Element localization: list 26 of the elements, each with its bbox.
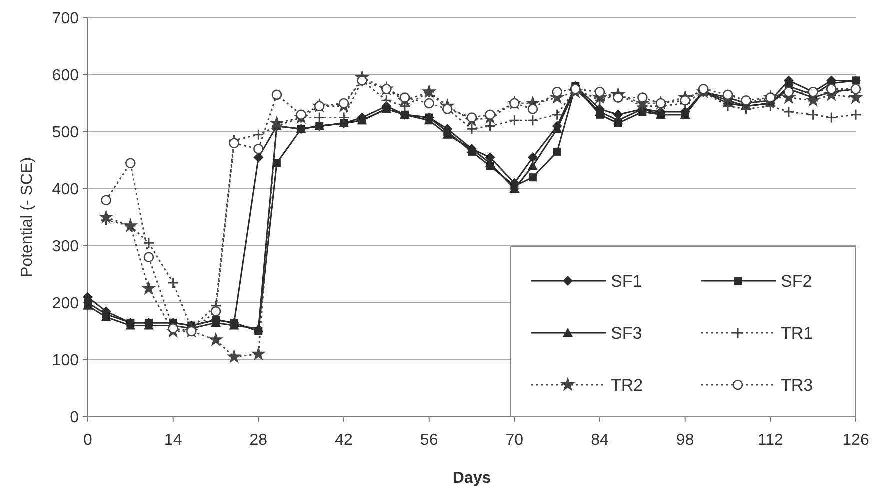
x-tick-label: 14 <box>164 432 182 449</box>
y-tick-label: 0 <box>70 410 80 427</box>
y-tick-label: 400 <box>52 182 80 199</box>
y-tick-label: 700 <box>52 10 80 28</box>
x-tick-label: 112 <box>758 432 784 449</box>
x-tick-label: 56 <box>420 432 438 449</box>
x-tick-label: 84 <box>591 432 609 449</box>
y-tick-label: 100 <box>52 352 80 370</box>
x-tick-label: 70 <box>506 432 524 449</box>
legend-label: TR2 <box>611 376 644 395</box>
x-tick-label: 42 <box>335 432 353 449</box>
x-tick-label: 28 <box>250 432 268 449</box>
legend-label: TR1 <box>781 324 814 343</box>
legend-label: SF3 <box>611 324 642 343</box>
x-tick-label: 98 <box>676 432 694 449</box>
x-tick-label: 126 <box>842 432 870 449</box>
legend-label: TR3 <box>781 376 814 395</box>
x-tick-label: 0 <box>84 432 93 449</box>
y-tick-label: 300 <box>52 238 80 256</box>
y-tick-label: 600 <box>52 68 80 85</box>
legend-label: SF1 <box>611 272 642 291</box>
legend-label: SF2 <box>781 272 812 291</box>
x-axis-title: Days <box>452 470 492 487</box>
y-axis-title: Potential (- SCE) <box>19 157 36 278</box>
y-tick-label: 500 <box>52 124 80 142</box>
y-tick-label: 200 <box>52 296 80 313</box>
